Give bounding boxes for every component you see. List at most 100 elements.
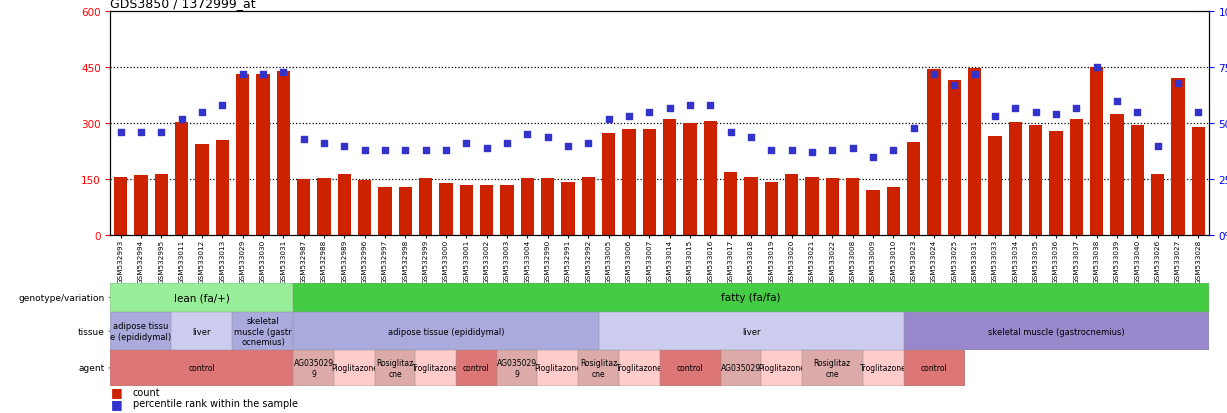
Text: genotype/variation: genotype/variation [18, 293, 104, 302]
Point [1189, 109, 1209, 116]
Bar [724, 172, 737, 235]
Point [1168, 81, 1188, 87]
Text: Troglitazone: Troglitazone [860, 363, 907, 373]
Text: skeletal
muscle (gastr
ocnemius): skeletal muscle (gastr ocnemius) [234, 316, 292, 346]
Point [924, 71, 944, 78]
Point [355, 147, 374, 154]
Bar [1049, 131, 1063, 235]
Text: control: control [676, 363, 703, 373]
Text: Rosiglitaz
cne: Rosiglitaz cne [377, 358, 413, 377]
Point [680, 103, 699, 109]
Point [335, 143, 355, 150]
Point [1026, 109, 1045, 116]
Point [253, 71, 272, 78]
Bar [1151, 174, 1164, 235]
Bar [541, 178, 555, 235]
Point [904, 125, 924, 132]
Bar [947, 81, 961, 235]
Point [1087, 65, 1107, 71]
Bar [704, 122, 717, 235]
Bar [866, 191, 880, 235]
Point [131, 130, 151, 136]
Bar [155, 175, 168, 235]
Text: Pioglitazone: Pioglitazone [758, 363, 805, 373]
Point [660, 105, 680, 112]
Bar [887, 187, 899, 235]
Text: skeletal muscle (gastrocnemius): skeletal muscle (gastrocnemius) [988, 327, 1124, 336]
Bar [683, 124, 697, 235]
Text: control: control [189, 363, 215, 373]
Bar [582, 178, 595, 235]
Point [945, 83, 964, 89]
Point [537, 134, 557, 140]
Bar [989, 137, 1001, 235]
Text: liver: liver [742, 327, 761, 336]
Text: percentile rank within the sample: percentile rank within the sample [133, 398, 297, 408]
Text: ■: ■ [110, 385, 123, 398]
Bar [847, 179, 859, 235]
Bar [745, 178, 757, 235]
Point [193, 109, 212, 116]
Bar [1172, 79, 1185, 235]
Point [864, 154, 883, 161]
Text: AG035029
9: AG035029 9 [497, 358, 537, 377]
Text: fatty (fa/fa): fatty (fa/fa) [721, 293, 780, 303]
Bar [216, 140, 229, 235]
Text: liver: liver [193, 327, 211, 336]
Bar [907, 142, 920, 235]
Bar [399, 187, 412, 235]
Text: ■: ■ [110, 397, 123, 410]
Bar [643, 130, 656, 235]
Bar [1009, 123, 1022, 235]
Text: AG035029: AG035029 [720, 363, 761, 373]
Point [375, 147, 395, 154]
Point [741, 134, 761, 140]
Point [721, 130, 741, 136]
Point [274, 69, 293, 76]
Point [497, 141, 517, 147]
Bar [175, 123, 188, 235]
Point [802, 150, 822, 156]
Point [456, 141, 476, 147]
Bar [1191, 128, 1205, 235]
Bar [1090, 68, 1103, 235]
Point [843, 145, 863, 152]
Text: Pioglitazone: Pioglitazone [535, 363, 582, 373]
Bar [602, 133, 615, 235]
Bar [460, 185, 472, 235]
Point [518, 132, 537, 138]
Text: adipose tissue (epididymal): adipose tissue (epididymal) [388, 327, 504, 336]
Point [782, 147, 801, 154]
Text: Rosiglitaz
cne: Rosiglitaz cne [814, 358, 852, 377]
Bar [318, 179, 330, 235]
Bar [358, 180, 372, 235]
Bar [968, 69, 982, 235]
Bar [928, 70, 941, 235]
Point [558, 143, 578, 150]
Text: adipose tissu
e (epididymal): adipose tissu e (epididymal) [110, 322, 172, 341]
Point [578, 141, 598, 147]
Bar [256, 75, 270, 235]
Bar [236, 75, 249, 235]
Bar [501, 185, 514, 235]
Point [477, 145, 497, 152]
Text: count: count [133, 387, 161, 397]
Text: Pioglitazone: Pioglitazone [331, 363, 378, 373]
Bar [622, 130, 636, 235]
Point [762, 147, 782, 154]
Point [416, 147, 436, 154]
Text: control: control [463, 363, 490, 373]
Text: lean (fa/+): lean (fa/+) [174, 293, 229, 303]
Bar [439, 183, 453, 235]
Text: Rosiglitaz
cne: Rosiglitaz cne [580, 358, 617, 377]
Point [293, 136, 313, 143]
Bar [1131, 126, 1144, 235]
Bar [480, 186, 493, 235]
Bar [337, 174, 351, 235]
Text: AG035029
9: AG035029 9 [293, 358, 334, 377]
Bar [134, 176, 147, 235]
Point [172, 116, 191, 123]
Point [1006, 105, 1026, 112]
Point [822, 147, 842, 154]
Bar [1070, 120, 1083, 235]
